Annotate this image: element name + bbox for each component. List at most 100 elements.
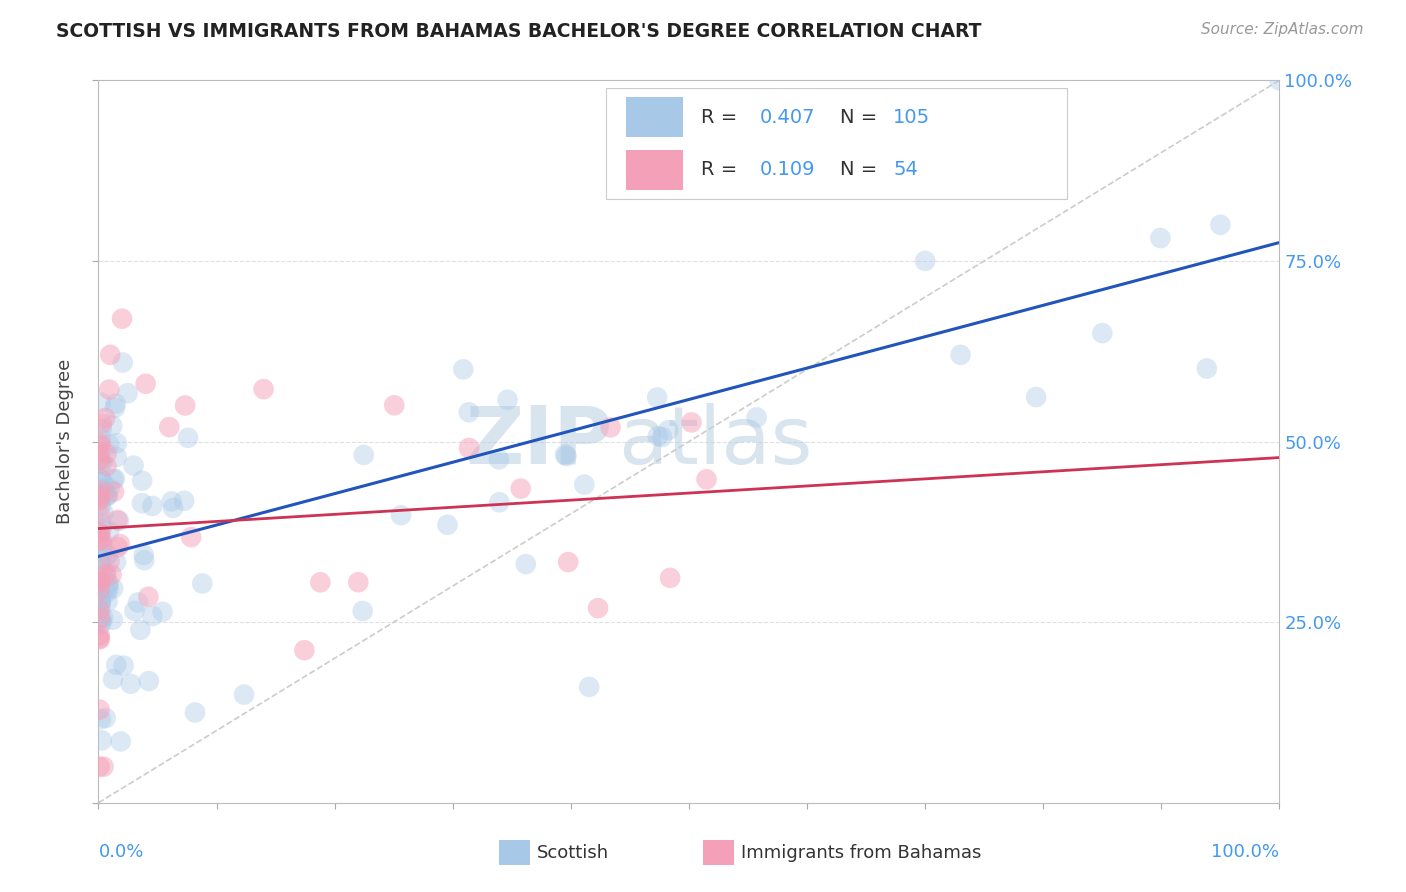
Point <box>96 488 118 502</box>
Point <box>453 362 475 376</box>
Point <box>89 532 111 546</box>
Point <box>141 609 163 624</box>
Text: SCOTTISH VS IMMIGRANTS FROM BAHAMAS BACHELOR'S DEGREE CORRELATION CHART: SCOTTISH VS IMMIGRANTS FROM BAHAMAS BACH… <box>56 22 981 41</box>
Point <box>117 386 139 401</box>
Point <box>105 450 128 464</box>
Text: Immigrants from Bahamas: Immigrants from Bahamas <box>741 844 981 862</box>
Point <box>745 410 768 425</box>
Point <box>162 500 184 515</box>
Point <box>138 590 160 604</box>
Point <box>309 575 332 590</box>
Point <box>90 617 112 632</box>
Point <box>96 585 118 599</box>
Point <box>173 493 195 508</box>
Point <box>90 594 112 608</box>
Point <box>108 537 131 551</box>
Point <box>578 680 600 694</box>
Point <box>93 760 115 774</box>
Text: R =: R = <box>700 108 744 127</box>
Point <box>90 588 112 602</box>
Point <box>131 496 153 510</box>
Text: Scottish: Scottish <box>537 844 609 862</box>
Point <box>105 436 128 450</box>
FancyBboxPatch shape <box>606 87 1067 200</box>
Point <box>389 508 412 523</box>
Point <box>90 436 112 450</box>
Point <box>90 552 112 566</box>
Point <box>90 472 112 486</box>
Point <box>352 604 374 618</box>
Point <box>555 449 578 463</box>
Point <box>89 611 111 625</box>
Point <box>91 610 114 624</box>
Point <box>488 495 510 509</box>
Point <box>104 397 127 411</box>
Point <box>651 430 673 444</box>
Point <box>89 507 111 521</box>
Point <box>574 477 596 491</box>
Point <box>90 733 112 747</box>
Text: Source: ZipAtlas.com: Source: ZipAtlas.com <box>1201 22 1364 37</box>
Point <box>382 398 405 412</box>
Point <box>90 499 112 513</box>
Y-axis label: Bachelor's Degree: Bachelor's Degree <box>56 359 75 524</box>
Text: ZIP: ZIP <box>465 402 612 481</box>
Text: R =: R = <box>700 161 744 179</box>
Point <box>90 599 112 613</box>
Point <box>132 548 155 562</box>
Point <box>89 525 111 540</box>
Point <box>105 657 128 672</box>
Point <box>96 579 118 593</box>
Point <box>98 481 121 495</box>
Point <box>89 570 111 584</box>
Point <box>586 601 609 615</box>
Text: 0.407: 0.407 <box>759 108 815 127</box>
Point <box>94 569 117 583</box>
Point <box>557 555 579 569</box>
Point <box>90 452 112 467</box>
Point <box>89 483 111 498</box>
Point <box>89 632 111 647</box>
Point <box>90 417 112 431</box>
Point <box>120 677 142 691</box>
Point <box>90 522 112 536</box>
Point <box>98 383 121 397</box>
Point <box>93 506 115 520</box>
Point <box>436 517 458 532</box>
Point <box>103 472 125 486</box>
Point <box>949 348 972 362</box>
Point <box>347 575 370 590</box>
Point <box>1195 361 1218 376</box>
Point <box>100 567 122 582</box>
Bar <box>626 97 683 137</box>
Point <box>1091 326 1114 340</box>
Point <box>90 457 112 471</box>
Point <box>252 382 274 396</box>
Point <box>90 594 112 608</box>
Point <box>98 437 121 451</box>
Point <box>127 595 149 609</box>
Point <box>681 416 703 430</box>
Point <box>89 575 111 590</box>
Point <box>124 604 146 618</box>
Point <box>112 658 135 673</box>
Point <box>1209 218 1232 232</box>
Point <box>89 445 111 459</box>
Point <box>141 499 163 513</box>
Point <box>101 418 124 433</box>
Point <box>107 541 129 555</box>
Text: 0.109: 0.109 <box>759 161 815 179</box>
Point <box>647 429 669 443</box>
Point <box>107 513 129 527</box>
Point <box>90 395 112 409</box>
Point <box>131 474 153 488</box>
Point <box>111 311 134 326</box>
Bar <box>626 150 683 190</box>
Point <box>122 458 145 473</box>
Point <box>97 594 120 608</box>
Point <box>90 472 112 486</box>
Point <box>111 355 134 369</box>
Point <box>1025 390 1047 404</box>
Point <box>695 472 717 486</box>
Point <box>645 391 668 405</box>
